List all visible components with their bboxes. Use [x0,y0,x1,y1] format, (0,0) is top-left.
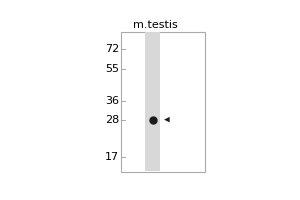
Text: 17: 17 [105,152,119,162]
Bar [145,32,160,171]
Text: m.testis: m.testis [133,20,177,30]
Text: 36: 36 [105,96,119,106]
Text: 72: 72 [105,44,119,54]
Text: 28: 28 [105,115,119,125]
Text: 55: 55 [105,64,119,74]
